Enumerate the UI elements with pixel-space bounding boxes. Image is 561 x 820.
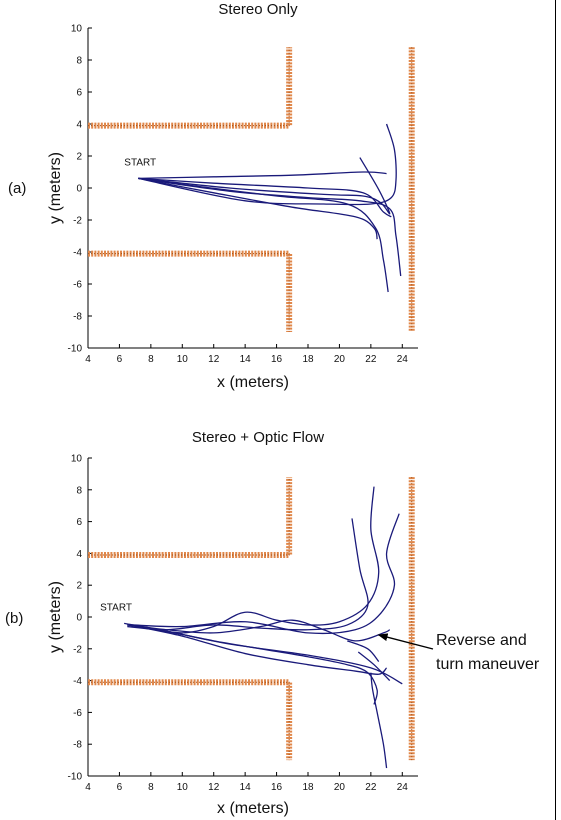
panel-b-x-tick-label: 22 [365, 782, 377, 793]
panel-a-trajectory-5 [138, 177, 392, 218]
panel-a-trajectory-6 [138, 123, 397, 206]
panel-b-x-tick-label: 14 [240, 782, 252, 793]
panel-a-y-tick-label: -8 [73, 312, 82, 323]
panel-b-label: (b) [5, 610, 23, 627]
panel-a-x-tick-label: 16 [271, 354, 283, 365]
panel-b-y-tick-label: -8 [73, 740, 82, 751]
panel-b-x-tick-label: 6 [117, 782, 123, 793]
panel-b-title: Stereo + Optic Flow [192, 429, 324, 446]
panel-a-x-tick-label: 8 [148, 354, 154, 365]
panel-b-y-tick-label: 8 [76, 485, 82, 496]
panel-a-x-tick-label: 18 [302, 354, 314, 365]
panel-a-trajectory-1 [138, 171, 387, 180]
panel-a-y-tick-label: -6 [73, 280, 82, 291]
panel-b-y-tick-label: 4 [76, 549, 82, 560]
panel-b-trajectory-2 [127, 518, 369, 631]
panel-b-trajectory-3 [131, 513, 400, 635]
annotation-arrow [377, 633, 434, 650]
panel-b-x-tick-label: 20 [334, 782, 346, 793]
panel-b-y-tick-label: -2 [73, 644, 82, 655]
panel-a-y-tick-label: -2 [73, 216, 82, 227]
panel-a-x-tick-label: 6 [117, 354, 123, 365]
panel-b-x-axis-label: x (meters) [217, 800, 289, 817]
panel-a-y-tick-label: 8 [76, 56, 82, 67]
panel-a-x-axis-label: x (meters) [217, 374, 289, 391]
right-border [555, 0, 561, 820]
panel-b-y-tick-label: -4 [73, 676, 82, 687]
panel-a-start-label: START [124, 157, 156, 168]
panel-b-wall-2 [88, 679, 293, 761]
panel-b-trajectory-9 [357, 651, 391, 682]
panel-a-y-tick-label: 6 [76, 88, 82, 99]
panel-a-y-tick-label: 0 [76, 184, 82, 195]
panel-a-trajectory-3 [138, 177, 378, 240]
panel-b-trajectory-8 [370, 672, 388, 769]
panel-b-y-tick-label: -10 [68, 772, 83, 783]
panel-b-x-tick-label: 16 [271, 782, 283, 793]
panel-a-trajectory-7 [138, 157, 391, 215]
annotation-line-1: Reverse and [436, 632, 527, 649]
panel-b-wall-2-hatch [88, 681, 290, 761]
panel-b-trajectory-6 [128, 624, 388, 675]
panel-a-label: (a) [8, 180, 26, 197]
panel-a-y-tick-label: 10 [71, 24, 83, 35]
panel-a-x-tick-label: 4 [85, 354, 91, 365]
panel-b-trajectory-4 [128, 619, 391, 642]
panel-b-x-tick-label: 4 [85, 782, 91, 793]
panel-a-trajectory-4 [138, 177, 402, 277]
panel-a-x-tick-label: 12 [208, 354, 220, 365]
panel-b-y-tick-label: -6 [73, 708, 82, 719]
panel-b-trajectory-1 [124, 486, 380, 634]
panel-a-y-tick-label: -4 [73, 248, 82, 259]
panel-b-y-tick-label: 10 [71, 454, 83, 465]
annotation-line-2: turn maneuver [436, 656, 540, 673]
panel-a-x-tick-label: 14 [240, 354, 252, 365]
panel-a-x-tick-label: 24 [397, 354, 409, 365]
panel-b-x-tick-label: 10 [177, 782, 189, 793]
panel-b-x-tick-label: 12 [208, 782, 220, 793]
panel-a-y-tick-label: 2 [76, 152, 82, 163]
panel-a-y-tick-label: -10 [68, 344, 83, 355]
panel-a-x-tick-label: 20 [334, 354, 346, 365]
panel-a-wall-1-hatch [88, 47, 290, 127]
panel-a-wall-1 [88, 47, 293, 129]
panel-b-wall-1-hatch [88, 477, 290, 556]
panel-b-y-axis-label: y (meters) [47, 581, 64, 653]
panel-a-y-tick-label: 4 [76, 120, 82, 131]
panel-b-y-tick-label: 6 [76, 517, 82, 528]
panel-b-start-label: START [100, 602, 132, 613]
panel-b-x-tick-label: 8 [148, 782, 154, 793]
panel-a-x-tick-label: 10 [177, 354, 189, 365]
panel-b-y-tick-label: 2 [76, 581, 82, 592]
panel-a-y-axis-label: y (meters) [47, 152, 64, 224]
panel-b-trajectory-10 [347, 640, 380, 662]
panel-b-x-tick-label: 24 [397, 782, 409, 793]
panel-b-trajectory-7 [127, 624, 403, 685]
panel-b-x-tick-label: 18 [302, 782, 314, 793]
panel-a-x-tick-label: 22 [365, 354, 377, 365]
panel-b-y-tick-label: 0 [76, 613, 82, 624]
panel-b-wall-1 [88, 477, 293, 558]
panel-a-wall-2 [88, 250, 293, 332]
panel-a-wall-2-hatch [88, 253, 290, 332]
panel-a-title: Stereo Only [218, 1, 298, 18]
